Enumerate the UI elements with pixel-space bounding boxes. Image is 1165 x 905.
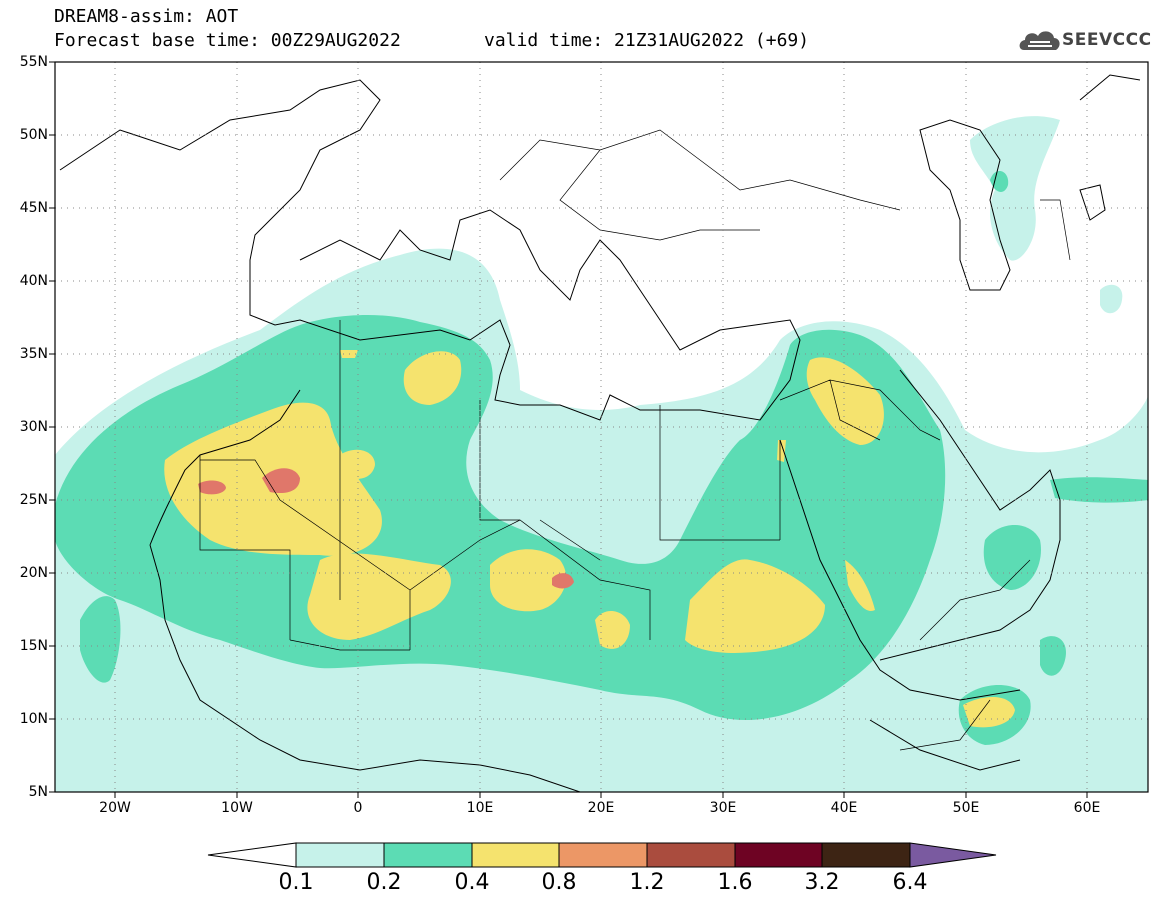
lat-label-40n: 40N <box>19 273 48 289</box>
colorbar-label-1.2: 1.2 <box>629 870 665 895</box>
colorbar-swatch-0.1 <box>295 842 385 868</box>
colorbar <box>207 842 997 868</box>
colorbar-label-0.4: 0.4 <box>454 870 490 895</box>
lon-label-0: 0 <box>353 800 363 816</box>
lon-label-30e: 30E <box>709 800 737 816</box>
colorbar-swatch-0.8 <box>558 842 648 868</box>
colorbar-swatch-1.2 <box>646 842 736 868</box>
valid-time: valid time: 21Z31AUG2022 (+69) <box>484 30 810 51</box>
lat-label-15n: 15N <box>19 638 48 654</box>
colorbar-label-3.2: 3.2 <box>804 870 840 895</box>
lon-label-60e: 60E <box>1073 800 1101 816</box>
country-borders <box>199 129 1071 751</box>
lat-label-55n: 55N <box>19 54 48 70</box>
colorbar-swatch-1.6 <box>734 842 823 868</box>
map-title: DREAM8-assim: AOT <box>54 6 239 27</box>
colorbar-under-triangle <box>207 842 297 868</box>
colorbar-swatch-0.4 <box>471 842 560 868</box>
lon-label-10e: 10E <box>466 800 494 816</box>
colorbar-label-1.6: 1.6 <box>717 870 753 895</box>
lat-label-10n: 10N <box>19 711 48 727</box>
lat-label-30n: 30N <box>19 419 48 435</box>
coastlines <box>59 74 1141 792</box>
lon-label-20w: 20W <box>99 800 131 816</box>
lat-label-5n: 5N <box>28 784 48 800</box>
aot-map <box>49 61 1149 798</box>
colorbar-swatch-3.2 <box>821 842 911 868</box>
lon-label-40e: 40E <box>830 800 858 816</box>
lat-label-35n: 35N <box>19 346 48 362</box>
seevccc-logo-text: SEEVCCC <box>1062 30 1152 50</box>
axis-ticks <box>49 61 1088 798</box>
lat-label-20n: 20N <box>19 565 48 581</box>
lat-label-50n: 50N <box>19 127 48 143</box>
lon-label-20e: 20E <box>587 800 615 816</box>
graticule <box>55 62 1148 792</box>
lon-label-50e: 50E <box>952 800 980 816</box>
lat-label-25n: 25N <box>19 492 48 508</box>
colorbar-label-0.8: 0.8 <box>541 870 577 895</box>
colorbar-label-0.1: 0.1 <box>278 870 314 895</box>
colorbar-swatch-0.2 <box>383 842 473 868</box>
seevccc-cloud-icon <box>1019 31 1060 50</box>
forecast-base-time: Forecast base time: 00Z29AUG2022 <box>54 30 401 51</box>
lon-label-10w: 10W <box>221 800 253 816</box>
colorbar-label-0.2: 0.2 <box>366 870 402 895</box>
colorbar-label-6.4: 6.4 <box>892 870 928 895</box>
colorbar-over-triangle <box>909 842 997 868</box>
lat-label-45n: 45N <box>19 200 48 216</box>
